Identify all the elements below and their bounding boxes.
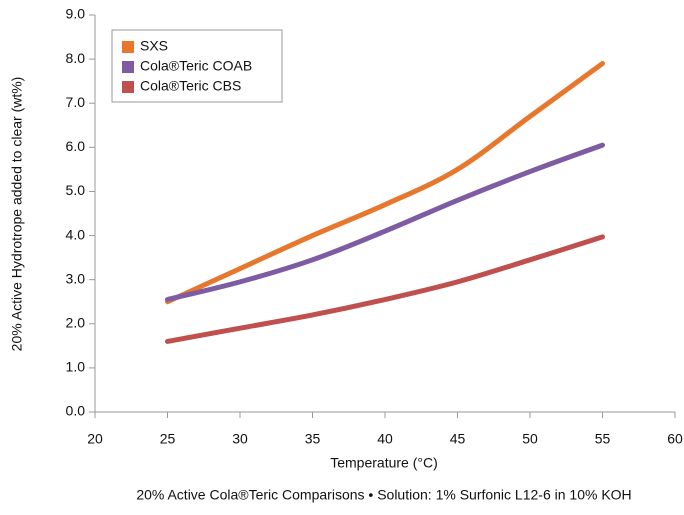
legend-swatch (122, 81, 134, 93)
series-line (165, 61, 605, 305)
y-tick-label: 2.0 (66, 314, 86, 330)
legend-label: Cola®Teric CBS (140, 78, 241, 94)
y-tick-label: 8.0 (66, 50, 86, 66)
caption: 20% Active Cola®Teric Comparisons • Solu… (136, 487, 631, 503)
x-tick-label: 30 (232, 431, 248, 447)
x-tick-label: 55 (595, 431, 611, 447)
x-tick-label: 40 (377, 431, 393, 447)
y-tick-label: 4.0 (66, 226, 86, 242)
series-line (165, 142, 605, 303)
series-line (165, 234, 605, 344)
y-tick-label: 7.0 (66, 94, 86, 110)
y-tick-label: 1.0 (66, 359, 86, 375)
x-tick-label: 50 (522, 431, 538, 447)
y-tick-label: 5.0 (66, 182, 86, 198)
legend-swatch (122, 41, 134, 53)
x-axis-label: Temperature (°C) (330, 455, 438, 471)
x-tick-label: 25 (160, 431, 176, 447)
y-tick-label: 6.0 (66, 138, 86, 154)
y-tick-label: 9.0 (66, 6, 86, 22)
legend-box (111, 29, 283, 103)
x-tick-label: 35 (305, 431, 321, 447)
legend-swatch (122, 61, 134, 73)
y-axis-label: 20% Active Hydrotrope added to clear (wt… (9, 77, 25, 352)
legend-label: SXS (140, 38, 168, 54)
x-tick-label: 45 (450, 431, 466, 447)
legend-label: Cola®Teric COAB (140, 58, 252, 74)
x-tick-label: 20 (87, 431, 103, 447)
y-tick-label: 3.0 (66, 270, 86, 286)
x-tick-label: 60 (667, 431, 683, 447)
y-tick-label: 0.0 (66, 403, 86, 419)
